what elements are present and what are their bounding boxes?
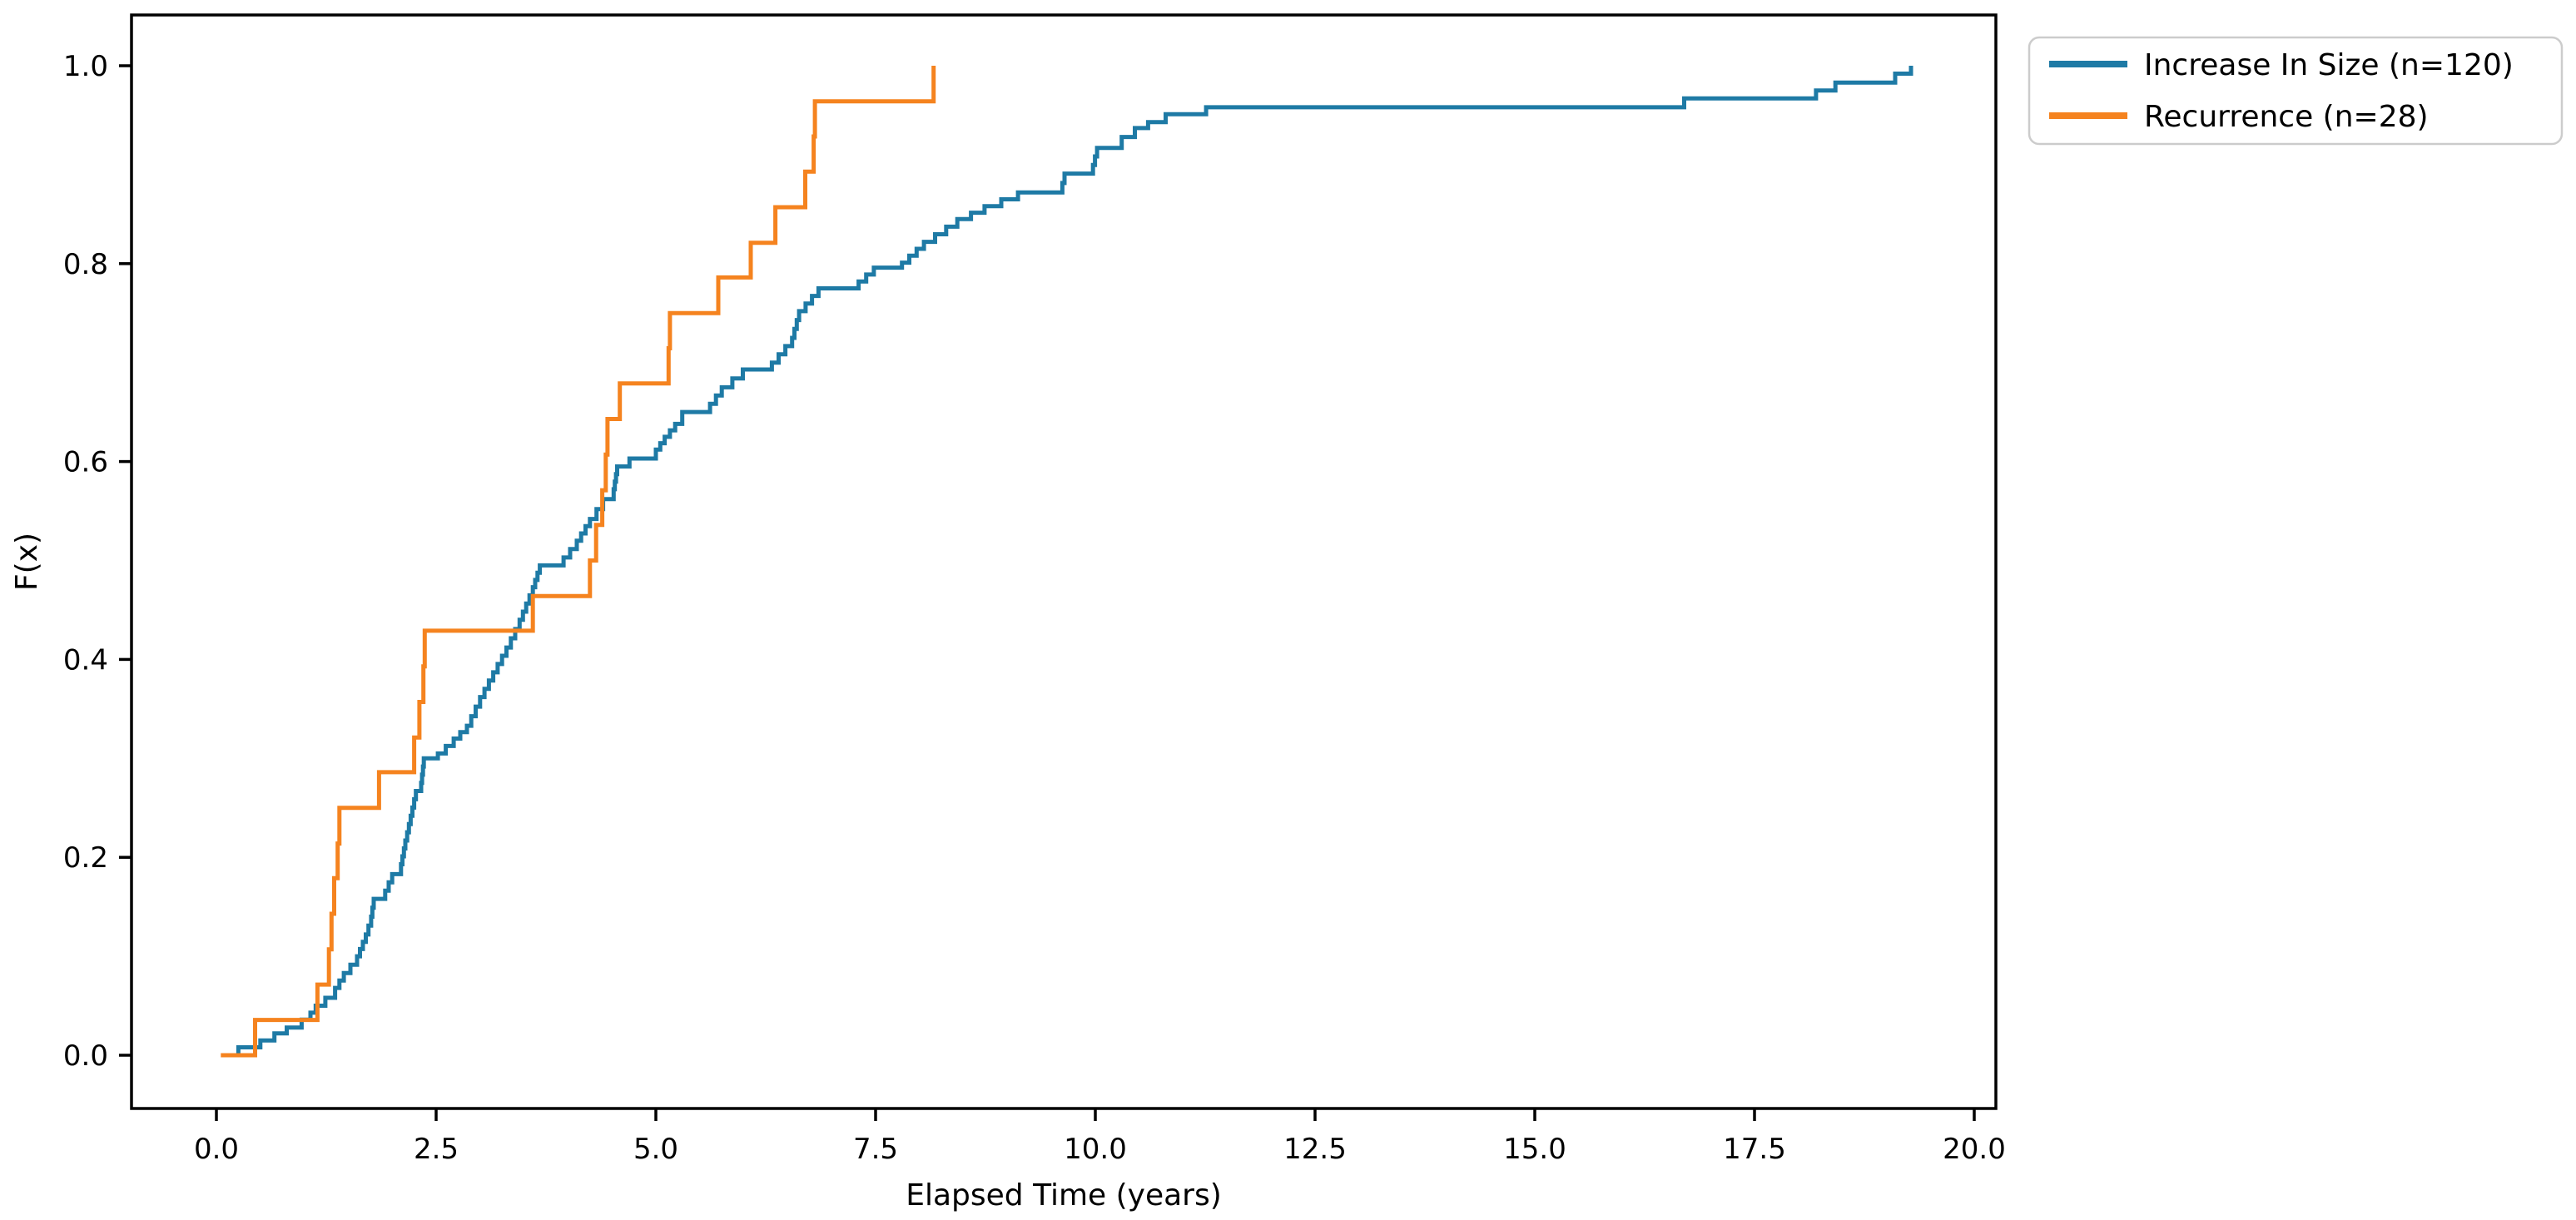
x-tick-label: 10.0	[1064, 1133, 1127, 1166]
plot-border	[130, 13, 1998, 1110]
x-tick-label: 5.0	[633, 1133, 678, 1166]
x-tick-label: 7.5	[853, 1133, 898, 1166]
x-axis-label: Elapsed Time (years)	[906, 1178, 1222, 1213]
x-axis-ticks: 0.0 2.5 5.0 7.5 10.0 12.5 15.0 17.5 20.0	[194, 1108, 2006, 1166]
x-tick-label: 17.5	[1723, 1133, 1786, 1166]
y-axis-ticks: 0.0 0.2 0.4 0.6 0.8 1.0	[63, 50, 132, 1073]
legend-box	[2028, 36, 2564, 146]
x-tick-label: 20.0	[1943, 1133, 2006, 1166]
y-axis-label: F(x)	[10, 533, 44, 591]
ecdf-curve-increase-in-size	[236, 66, 1913, 1058]
series-curves	[221, 66, 1913, 1058]
x-tick-label: 12.5	[1283, 1133, 1347, 1166]
x-tick-label: 0.0	[194, 1133, 239, 1166]
ecdf-curve-recurrence	[221, 66, 936, 1058]
y-tick-label: 0.6	[63, 446, 108, 479]
x-tick-label: 2.5	[414, 1133, 459, 1166]
legend: Increase In Size (n=120) Recurrence (n=2…	[2028, 36, 2564, 146]
legend-label-recurrence: Recurrence (n=28)	[2144, 100, 2429, 134]
y-tick-label: 0.4	[63, 643, 108, 677]
x-tick-label: 15.0	[1503, 1133, 1566, 1166]
y-tick-label: 1.0	[63, 50, 108, 83]
y-tick-label: 0.2	[63, 841, 108, 875]
legend-label-increase-in-size: Increase In Size (n=120)	[2144, 48, 2514, 82]
y-tick-label: 0.8	[63, 248, 108, 281]
y-tick-label: 0.0	[63, 1039, 108, 1073]
